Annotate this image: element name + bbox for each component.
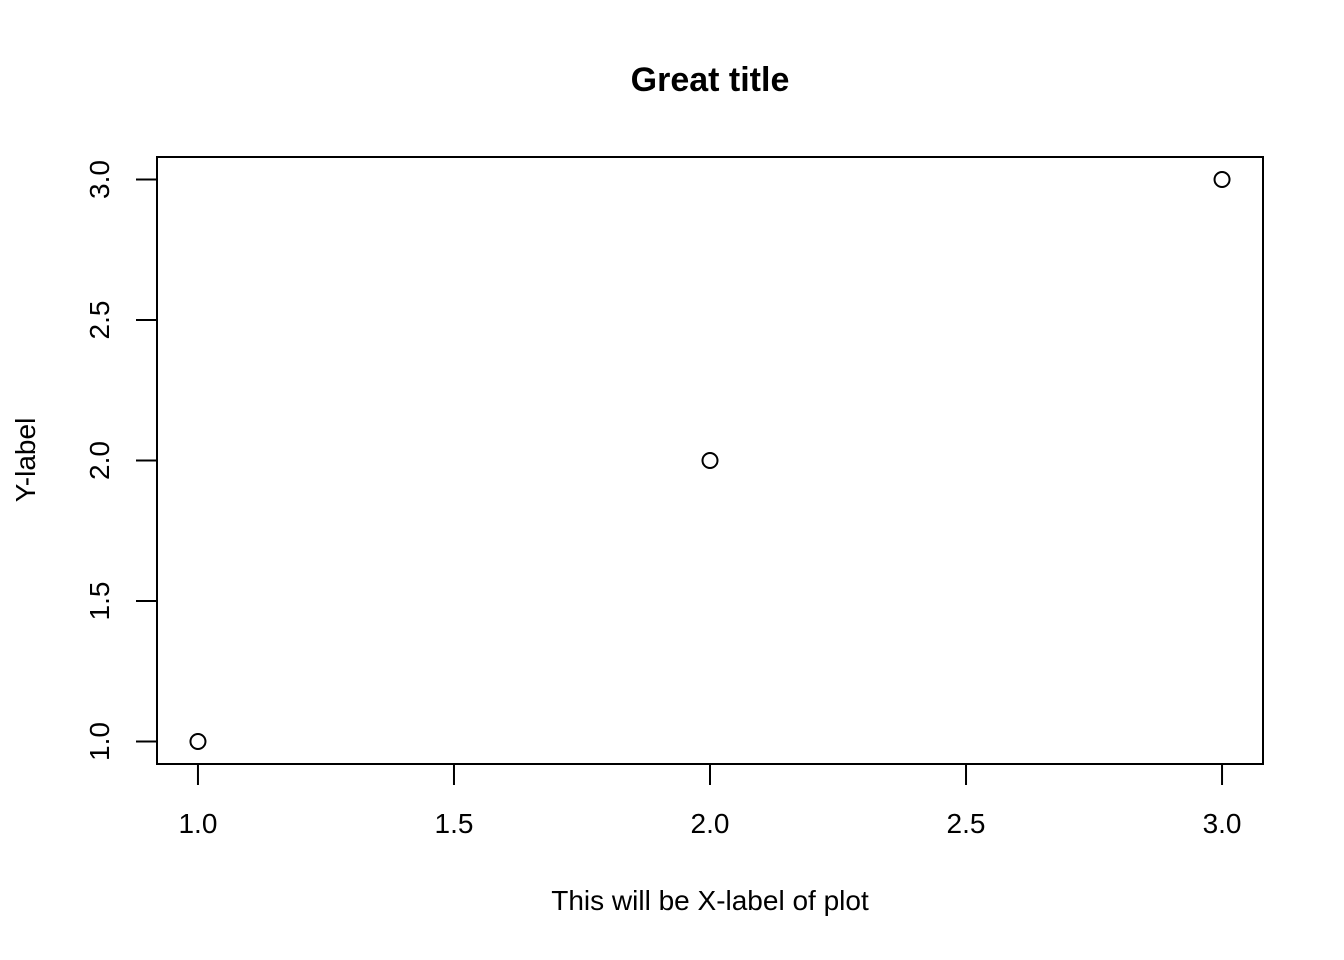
data-point <box>701 452 719 469</box>
y-axis: 1.0 1.5 2.0 2.5 3.0 <box>84 160 158 761</box>
y-tick-label: 1.0 <box>84 722 115 761</box>
data-point <box>189 733 207 751</box>
y-axis-label: Y-label <box>10 418 41 503</box>
x-axis: 1.0 1.5 2.0 2.5 3.0 <box>178 763 1242 839</box>
data-point <box>1213 170 1231 188</box>
y-tick-label: 1.5 <box>84 582 115 621</box>
y-tick-label: 3.0 <box>84 160 115 199</box>
x-axis-label: This will be X-label of plot <box>551 885 869 916</box>
y-tick-label: 2.0 <box>84 441 115 480</box>
x-tick-label: 2.0 <box>691 808 730 839</box>
x-tick-label: 1.0 <box>178 808 217 839</box>
x-tick-label: 2.5 <box>947 808 986 839</box>
plot-frame <box>156 156 1264 765</box>
data-points <box>189 170 1231 751</box>
chart-title: Great title <box>631 61 790 99</box>
y-tick-label: 2.5 <box>84 301 115 340</box>
x-tick-label: 3.0 <box>1203 808 1242 839</box>
x-tick-label: 1.5 <box>435 808 474 839</box>
